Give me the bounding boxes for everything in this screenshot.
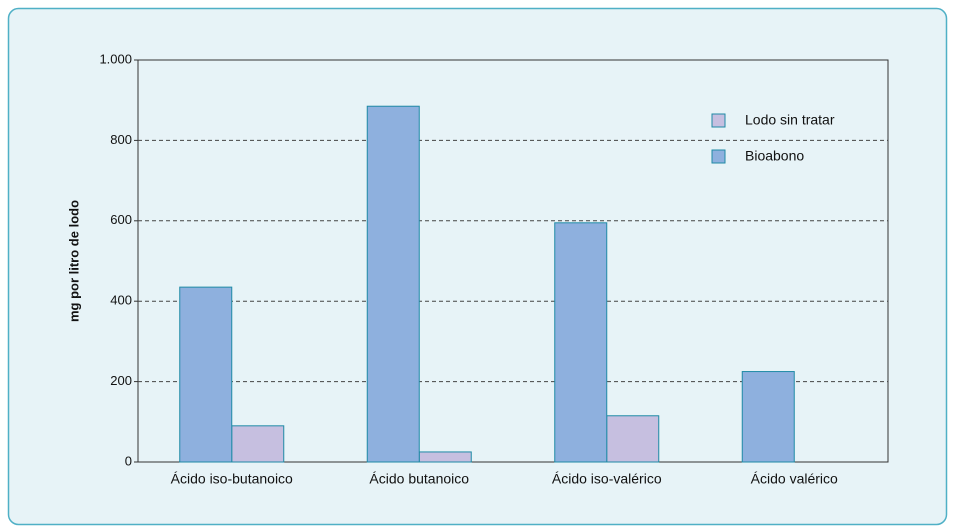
bar — [179, 286, 233, 463]
bar — [554, 222, 608, 463]
legend-label: Lodo sin tratar — [745, 112, 835, 128]
x-tick-label: Ácido valérico — [751, 471, 838, 487]
y-axis-label: mg por litro de lodo — [66, 200, 81, 322]
bar — [418, 451, 472, 463]
y-tick-label: 800 — [110, 132, 132, 147]
bar — [366, 105, 420, 463]
y-tick-label: 0 — [125, 453, 132, 468]
y-tick-label: 1.000 — [99, 51, 132, 66]
legend-swatch — [711, 149, 726, 164]
x-tick-label: Ácido iso-valérico — [552, 471, 662, 487]
y-tick-label: 400 — [110, 293, 132, 308]
x-tick-label: Ácido iso-butanoico — [171, 471, 293, 487]
bar — [231, 425, 285, 463]
y-tick-label: 600 — [110, 212, 132, 227]
y-tick-label: 200 — [110, 373, 132, 388]
plot-frame — [137, 59, 889, 463]
panel — [7, 7, 948, 526]
x-tick-label: Ácido butanoico — [369, 471, 469, 487]
bar — [741, 371, 795, 463]
legend-swatch — [711, 113, 726, 128]
bar — [606, 415, 660, 463]
legend-label: Bioabono — [745, 148, 804, 164]
